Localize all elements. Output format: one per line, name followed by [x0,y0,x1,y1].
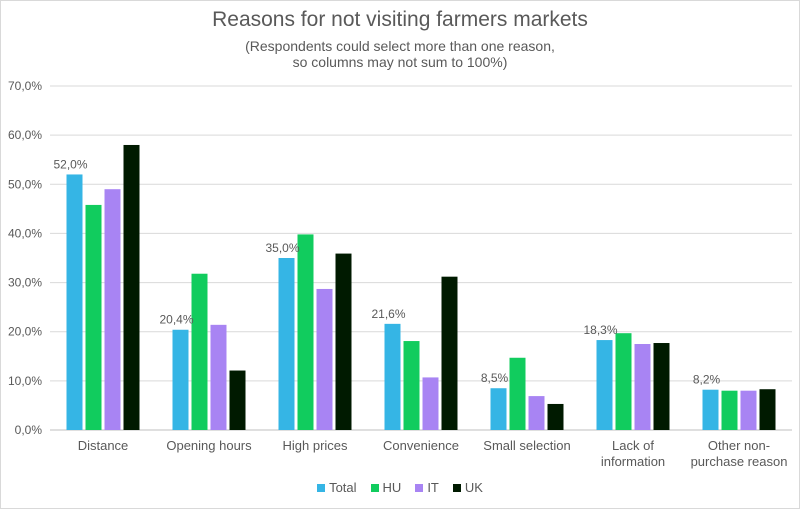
legend-item-uk: UK [452,480,483,495]
bar-hu [403,341,420,430]
x-tick-label: Opening hours [166,438,252,453]
bar-hu [509,357,526,430]
bar-it [316,288,333,430]
data-label: 8,5% [481,371,509,385]
data-label: 8,2% [693,373,721,387]
chart-subtitle-line-2: so columns may not sum to 100%) [292,54,508,70]
data-label: 52,0% [53,157,87,171]
data-label: 20,4% [159,313,193,327]
x-tick-label: Small selection [483,438,570,453]
bar-uk [441,276,458,430]
bar-hu [297,234,314,430]
bar-total [596,340,613,430]
legend-item-total: Total [317,480,357,495]
legend-swatch [317,483,326,492]
y-tick-label: 70,0% [8,79,42,93]
chart-title: Reasons for not visiting farmers markets [212,8,588,31]
bar-uk [335,253,352,430]
x-tick-label: Distance [78,438,129,453]
legend-swatch [415,483,424,492]
y-tick-label: 0,0% [15,423,43,437]
bar-total [384,323,401,430]
bar-total [172,329,189,430]
legend-item-it: IT [415,480,439,495]
y-tick-label: 10,0% [8,374,42,388]
bar-it [210,324,227,430]
bar-total [278,258,295,430]
y-tick-label: 60,0% [8,128,42,142]
bar-hu [721,390,738,430]
bar-it [740,390,757,430]
y-tick-label: 30,0% [8,276,42,290]
x-tick-label: Other non- [708,438,770,453]
y-tick-label: 20,0% [8,325,42,339]
data-label: 35,0% [265,241,299,255]
bar-uk [759,389,776,430]
bar-it [528,396,545,430]
y-tick-label: 40,0% [8,226,42,240]
legend-label: HU [382,480,402,495]
bar-it [422,377,439,430]
bar-uk [547,403,564,430]
bar-hu [191,273,208,430]
legend: Total HU IT UK [0,480,800,495]
x-tick-label: High prices [282,438,348,453]
bar-hu [615,333,632,430]
chart-subtitle-line-1: (Respondents could select more than one … [245,38,555,54]
y-tick-label: 50,0% [8,177,42,191]
legend-label: UK [464,480,483,495]
x-tick-label: Convenience [383,438,459,453]
x-tick-label: Lack of [612,438,654,453]
legend-item-hu: HU [370,480,402,495]
legend-swatch [370,483,379,492]
bar-hu [85,204,102,430]
bar-total [490,388,507,430]
bar-uk [123,144,140,430]
bar-total [66,174,83,430]
x-tick-label: information [601,454,665,469]
data-label: 21,6% [371,307,405,321]
bar-it [634,344,651,430]
legend-label: Total [329,480,357,495]
data-label: 18,3% [583,323,617,337]
legend-label: IT [427,480,439,495]
bar-it [104,189,121,430]
bar-uk [653,343,670,430]
x-tick-label: purchase reason [691,454,788,469]
legend-swatch [452,483,461,492]
bar-total [702,389,719,430]
bar-uk [229,370,246,430]
